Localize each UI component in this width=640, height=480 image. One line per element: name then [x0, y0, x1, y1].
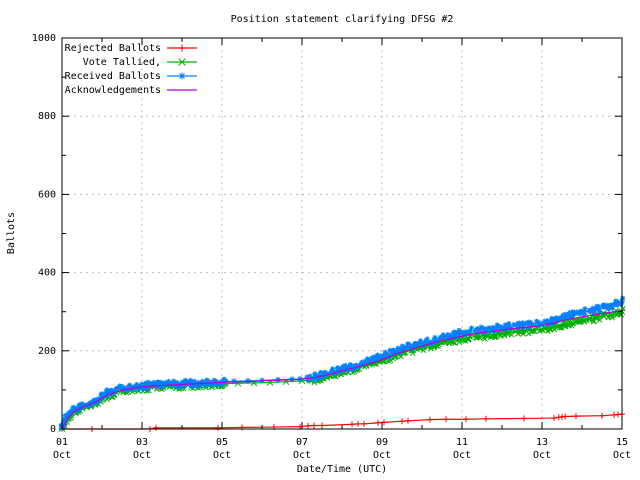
y-tick-label: 600: [38, 189, 56, 200]
legend-sample-marker: [178, 44, 186, 52]
legend-sample-marker: [178, 72, 186, 80]
series-line-acknowledgements: [61, 309, 623, 430]
x-tick-label-month: Oct: [213, 450, 231, 461]
legend-label: Rejected Ballots: [65, 43, 161, 54]
y-tick-label: 0: [50, 424, 56, 435]
y-axis-title: Ballots: [6, 212, 17, 254]
x-tick-label-day: 09: [376, 437, 388, 448]
y-tick-label: 400: [38, 268, 56, 279]
y-tick-label: 800: [38, 111, 56, 122]
x-tick-label-month: Oct: [293, 450, 311, 461]
x-tick-label-day: 11: [456, 437, 468, 448]
chart-title: Position statement clarifying DFSG #2: [231, 14, 454, 25]
y-tick-label: 1000: [32, 33, 56, 44]
x-tick-label-month: Oct: [453, 450, 471, 461]
x-tick-label-day: 13: [536, 437, 548, 448]
y-tick-label: 200: [38, 346, 56, 357]
series-layer: [58, 295, 626, 432]
x-tick-label-month: Oct: [533, 450, 551, 461]
legend-layer: Rejected Ballots Vote Tallied, Received Ba…: [65, 43, 197, 96]
x-tick-label-day: 07: [296, 437, 308, 448]
x-axis-title: Date/Time (UTC): [297, 464, 387, 475]
x-tick-label-month: Oct: [613, 450, 631, 461]
legend-label: Received Ballots: [65, 71, 161, 82]
x-tick-label-day: 05: [216, 437, 228, 448]
legend-label: Acknowledgements: [65, 85, 161, 96]
legend-label: Vote Tallied,: [83, 57, 161, 68]
x-tick-label-day: 15: [616, 437, 628, 448]
x-tick-label-month: Oct: [373, 450, 391, 461]
x-tick-label-month: Oct: [133, 450, 151, 461]
series-markers-received: [58, 295, 626, 431]
x-tick-label-month: Oct: [53, 450, 71, 461]
axis-layer: 0 200 400 600 800 1000 01 Oct 03 Oct 05 Oct 07 Oct 09 O…: [32, 33, 631, 461]
x-tick-label-day: 01: [56, 437, 68, 448]
legend-sample-marker: [178, 58, 186, 66]
x-tick-label-day: 03: [136, 437, 148, 448]
